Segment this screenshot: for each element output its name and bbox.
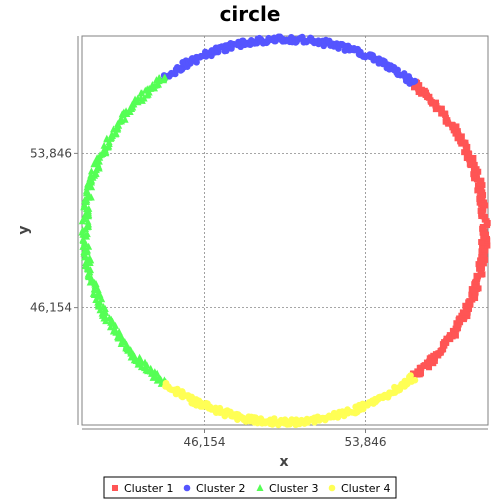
data-point bbox=[426, 358, 433, 365]
x-tick-label: 53,846 bbox=[344, 435, 386, 449]
data-point bbox=[78, 217, 86, 225]
data-point bbox=[432, 106, 439, 113]
data-point bbox=[143, 361, 151, 369]
data-point bbox=[459, 309, 466, 316]
series-cluster-1 bbox=[409, 78, 491, 383]
x-axis-label: x bbox=[279, 454, 288, 470]
data-point bbox=[477, 257, 484, 264]
data-point bbox=[411, 84, 418, 91]
data-point bbox=[411, 376, 419, 384]
data-point bbox=[117, 339, 125, 347]
y-tick-label: 46,154 bbox=[30, 301, 72, 315]
legend-marker bbox=[328, 484, 336, 492]
data-point bbox=[134, 360, 142, 368]
legend-label: Cluster 2 bbox=[196, 482, 246, 495]
data-point bbox=[476, 199, 483, 206]
data-point bbox=[90, 160, 98, 168]
legend-item: Cluster 1 bbox=[112, 482, 174, 495]
data-point bbox=[102, 317, 110, 325]
data-point bbox=[483, 235, 490, 242]
legend-box bbox=[103, 476, 397, 499]
y-axis-label: y bbox=[16, 225, 32, 234]
data-point bbox=[473, 272, 480, 279]
data-point bbox=[431, 357, 438, 364]
data-point bbox=[481, 251, 488, 258]
data-point bbox=[461, 149, 468, 156]
data-point bbox=[86, 278, 94, 286]
data-point bbox=[407, 372, 414, 379]
data-point bbox=[462, 302, 469, 309]
data-point bbox=[466, 305, 473, 312]
data-point bbox=[466, 160, 473, 167]
data-point bbox=[480, 224, 487, 231]
data-point bbox=[474, 187, 481, 194]
data-point bbox=[470, 286, 477, 293]
data-point bbox=[415, 85, 422, 92]
legend-marker bbox=[256, 484, 264, 491]
grid-lines bbox=[82, 36, 488, 425]
legend-item: Cluster 2 bbox=[183, 482, 246, 495]
data-point bbox=[479, 243, 486, 250]
data-point bbox=[475, 285, 482, 292]
data-point bbox=[138, 96, 146, 104]
chart-title: circle bbox=[220, 2, 281, 26]
data-point bbox=[475, 261, 482, 268]
data-point bbox=[418, 86, 425, 93]
data-point bbox=[83, 232, 91, 240]
data-point bbox=[453, 123, 460, 130]
data-point bbox=[458, 133, 465, 140]
data-point bbox=[252, 414, 259, 422]
data-point bbox=[472, 295, 479, 302]
data-point bbox=[440, 346, 447, 353]
data-point bbox=[476, 194, 483, 201]
data-point bbox=[464, 313, 471, 320]
axes: 46,154 53,846 46,154 53,846 bbox=[30, 36, 488, 449]
data-point bbox=[179, 59, 186, 66]
data-point bbox=[481, 246, 488, 253]
series-cluster-2 bbox=[160, 33, 419, 87]
legend-item: Cluster 3 bbox=[256, 482, 319, 495]
data-point bbox=[466, 298, 473, 305]
legend-item: Cluster 4 bbox=[328, 482, 391, 495]
data-point bbox=[451, 331, 458, 338]
data-point bbox=[481, 199, 488, 206]
data-point bbox=[417, 370, 424, 377]
data-point bbox=[478, 239, 485, 246]
data-points bbox=[78, 33, 491, 429]
data-point bbox=[85, 212, 93, 220]
data-point bbox=[83, 183, 91, 191]
data-point bbox=[483, 231, 490, 238]
series-cluster-3 bbox=[78, 73, 170, 387]
data-point bbox=[471, 169, 478, 176]
data-point bbox=[424, 362, 431, 369]
y-tick-label: 53,846 bbox=[30, 146, 72, 160]
data-point bbox=[449, 121, 456, 128]
legend-marker bbox=[183, 484, 191, 492]
data-point bbox=[92, 166, 100, 174]
data-point bbox=[470, 154, 477, 161]
series-cluster-4 bbox=[162, 372, 419, 429]
legend-label: Cluster 4 bbox=[341, 482, 391, 495]
data-point bbox=[468, 291, 475, 298]
x-tick-label: 46,154 bbox=[184, 435, 226, 449]
data-point bbox=[102, 308, 110, 316]
legend: Cluster 1 Cluster 2 Cluster 3 Cluster 4 bbox=[103, 476, 397, 499]
legend-label: Cluster 3 bbox=[269, 482, 319, 495]
data-point bbox=[87, 167, 95, 175]
data-point bbox=[86, 258, 94, 266]
plot-background bbox=[81, 35, 489, 426]
data-point bbox=[137, 89, 145, 97]
data-point bbox=[481, 255, 488, 262]
legend-marker bbox=[112, 485, 118, 491]
plot-area bbox=[81, 35, 489, 426]
legend-label: Cluster 1 bbox=[124, 482, 174, 495]
data-point bbox=[478, 271, 485, 278]
